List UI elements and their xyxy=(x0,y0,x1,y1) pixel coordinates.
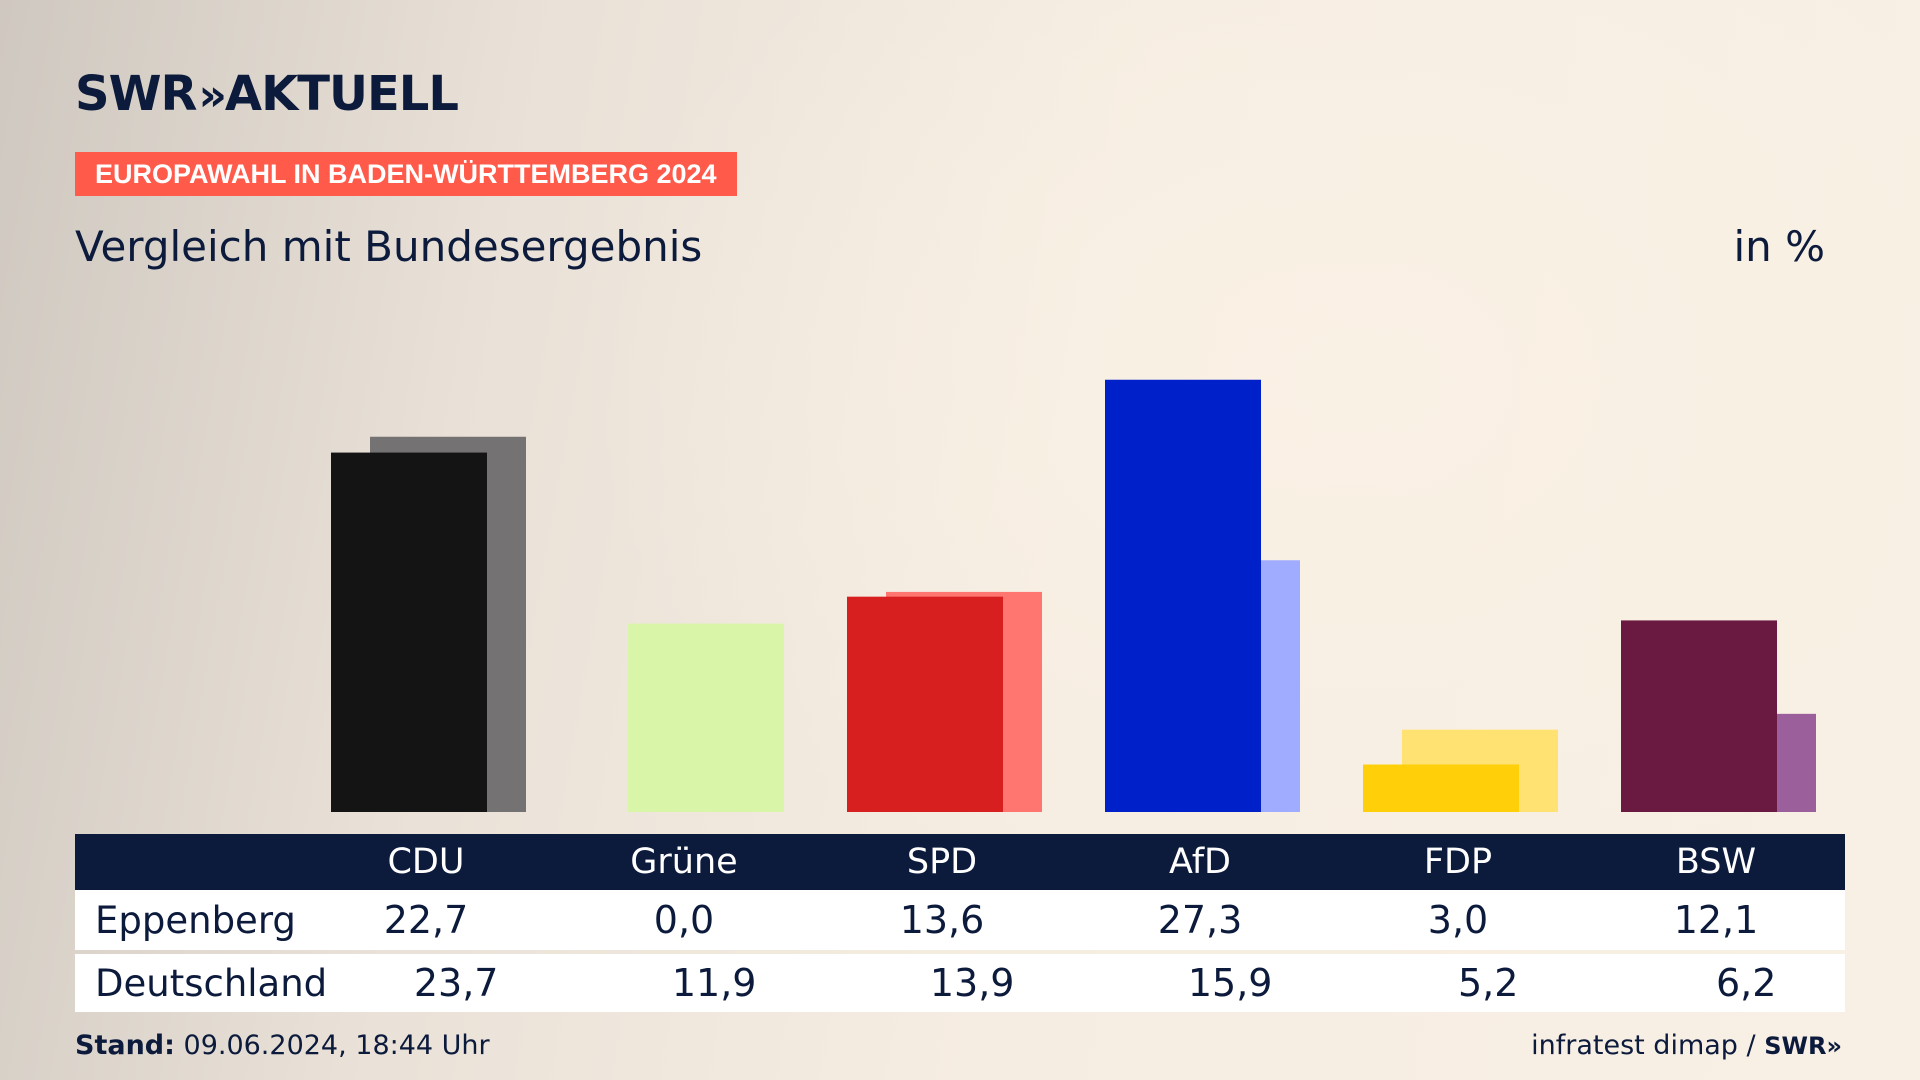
row-label: Deutschland xyxy=(95,961,328,1005)
source-chevron-icon: » xyxy=(1826,1032,1842,1060)
column-header-afd: AfD xyxy=(1169,842,1231,882)
column-header-gr-ne: Grüne xyxy=(630,842,738,882)
header-cells: CDU Grüne SPD AfD FDP BSW xyxy=(297,842,1845,882)
bar-eppenberg-cdu xyxy=(331,452,487,812)
table-row-eppenberg: Eppenberg 22,7 0,0 13,6 27,3 3,0 12,1 xyxy=(75,890,1845,950)
unit-label: in % xyxy=(1733,222,1825,271)
value-cell-afd: 27,3 xyxy=(1157,898,1243,942)
bar-chart xyxy=(0,300,1920,812)
bar-deutschland-gr-ne xyxy=(628,623,784,812)
value-cell-fdp: 3,0 xyxy=(1427,898,1489,942)
chart-subtitle: Vergleich mit Bundesergebnis xyxy=(75,222,703,271)
value-cell-gr-ne: 11,9 xyxy=(671,961,757,1005)
stand-value: 09.06.2024, 18:44 Uhr xyxy=(183,1030,490,1061)
bar-eppenberg-fdp xyxy=(1363,764,1519,812)
column-header-cdu: CDU xyxy=(387,842,465,882)
logo-swr: SWR xyxy=(75,66,197,122)
value-cell-bsw: 12,1 xyxy=(1673,898,1759,942)
row-values: 23,7 11,9 13,9 15,9 5,2 6,2 xyxy=(327,961,1875,1005)
source-credit: infratest dimap / SWR» xyxy=(1531,1030,1842,1061)
column-header-spd: SPD xyxy=(906,842,978,882)
column-header-fdp: FDP xyxy=(1423,842,1493,882)
value-cell-gr-ne: 0,0 xyxy=(653,898,715,942)
row-label: Eppenberg xyxy=(95,898,296,942)
bar-eppenberg-afd xyxy=(1105,379,1261,812)
results-table: CDU Grüne SPD AfD FDP BSW Eppenberg 22,7 0,0 13… xyxy=(75,834,1845,1012)
logo-chevron-icon: » xyxy=(198,70,227,121)
value-cell-spd: 13,6 xyxy=(899,898,985,942)
bar-eppenberg-spd xyxy=(847,596,1003,812)
value-cell-spd: 13,9 xyxy=(929,961,1015,1005)
swr-aktuell-logo: SWR» AKTUELL xyxy=(75,66,459,122)
value-cell-fdp: 5,2 xyxy=(1457,961,1519,1005)
source-brand: SWR xyxy=(1764,1032,1827,1060)
election-badge: EUROPAWAHL IN BADEN-WÜRTTEMBERG 2024 xyxy=(75,152,737,196)
table-row-deutschland: Deutschland 23,7 11,9 13,9 15,9 5,2 6,2 xyxy=(75,954,1845,1012)
value-cell-afd: 15,9 xyxy=(1187,961,1273,1005)
source-name: infratest dimap xyxy=(1531,1030,1738,1061)
bar-eppenberg-bsw xyxy=(1621,620,1777,812)
timestamp: Stand: 09.06.2024, 18:44 Uhr xyxy=(75,1030,490,1061)
row-values: 22,7 0,0 13,6 27,3 3,0 12,1 xyxy=(297,898,1845,942)
value-cell-cdu: 23,7 xyxy=(413,961,499,1005)
table-header: CDU Grüne SPD AfD FDP BSW xyxy=(75,834,1845,890)
value-cell-bsw: 6,2 xyxy=(1715,961,1777,1005)
source-separator: / xyxy=(1746,1030,1756,1061)
value-cell-cdu: 22,7 xyxy=(383,898,469,942)
bar-chart-svg xyxy=(331,379,1816,812)
column-header-bsw: BSW xyxy=(1675,842,1757,882)
stand-label: Stand: xyxy=(75,1030,175,1061)
logo-aktuell: AKTUELL xyxy=(224,66,459,122)
